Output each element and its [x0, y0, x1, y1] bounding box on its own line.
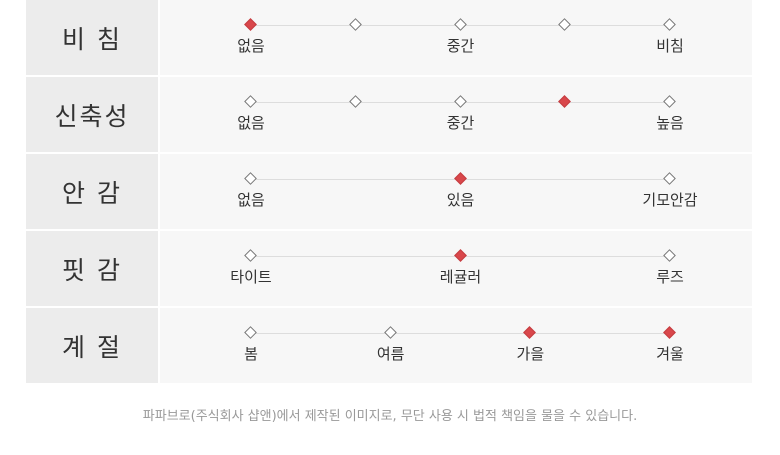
diamond-outline-icon — [663, 172, 676, 185]
diamond-outline-icon — [453, 95, 467, 108]
diamond-filled-icon — [453, 172, 467, 185]
diamond-outline-icon — [348, 18, 362, 31]
copyright-notice: 파파브로(주식회사 샵앤)에서 제작된 이미지로, 무단 사용 시 법적 책임을… — [142, 409, 638, 424]
attribute-label: 비 침 — [26, 0, 158, 75]
scale-point-label: 타이트 — [230, 268, 272, 286]
attribute-label: 계 절 — [26, 308, 158, 383]
attribute-row: 비 침 없음 중간 비침 — [26, 0, 752, 75]
attribute-row: 신축성 없음 중간 높음 — [26, 77, 752, 152]
scale-point-label: 레귤러 — [439, 268, 482, 286]
diamond-filled-icon — [663, 326, 676, 339]
diamond-outline-icon — [558, 18, 572, 31]
diamond-outline-icon — [244, 172, 257, 185]
scale-point-label: 비침 — [656, 37, 684, 55]
attribute-label: 신축성 — [26, 77, 158, 152]
attribute-label: 핏 감 — [26, 231, 158, 306]
scale-point-label: 루즈 — [656, 268, 684, 286]
attribute-scale: 봄 여름 가을 겨울 — [160, 308, 752, 383]
diamond-filled-icon — [453, 249, 467, 262]
diamond-outline-icon — [453, 18, 467, 31]
attribute-scale: 타이트 레귤러 루즈 — [160, 231, 752, 306]
diamond-outline-icon — [244, 326, 257, 339]
attribute-row: 안 감 없음 있음 기모안감 — [26, 154, 752, 229]
scale-point-label: 없음 — [237, 37, 265, 55]
attribute-row: 핏 감 타이트 레귤러 루즈 — [26, 231, 752, 306]
attribute-scale: 없음 있음 기모안감 — [160, 154, 752, 229]
scale-point-label: 가을 — [516, 345, 545, 363]
scale-point-label: 중간 — [446, 37, 475, 55]
diamond-outline-icon — [348, 95, 362, 108]
scale-point-label: 겨울 — [656, 345, 684, 363]
diamond-outline-icon — [383, 326, 397, 339]
scale-point-label: 중간 — [446, 114, 475, 132]
scale-point-label: 없음 — [237, 191, 265, 209]
attribute-scale: 없음 중간 비침 — [160, 0, 752, 75]
diamond-outline-icon — [663, 249, 676, 262]
scale-point-label: 있음 — [446, 191, 475, 209]
scale-line — [251, 333, 670, 334]
scale-point-label: 봄 — [244, 345, 258, 363]
attribute-table: 비 침 없음 중간 비침 신축성 없음 중간 높음 안 감 없음 있음 기모안감 핏 감 타이트 레귤러 루즈… — [26, 0, 752, 385]
attribute-scale: 없음 중간 높음 — [160, 77, 752, 152]
scale-point-label: 기모안감 — [642, 191, 698, 209]
diamond-filled-icon — [244, 18, 257, 31]
scale-point-label: 높음 — [656, 114, 684, 132]
scale-point-label: 없음 — [237, 114, 265, 132]
scale-point-label: 여름 — [376, 345, 405, 363]
diamond-filled-icon — [523, 326, 537, 339]
attribute-label: 안 감 — [26, 154, 158, 229]
diamond-outline-icon — [663, 18, 676, 31]
diamond-outline-icon — [244, 249, 257, 262]
diamond-outline-icon — [663, 95, 676, 108]
diamond-outline-icon — [244, 95, 257, 108]
attribute-row: 계 절 봄 여름 가을 겨울 — [26, 308, 752, 383]
diamond-filled-icon — [558, 95, 572, 108]
